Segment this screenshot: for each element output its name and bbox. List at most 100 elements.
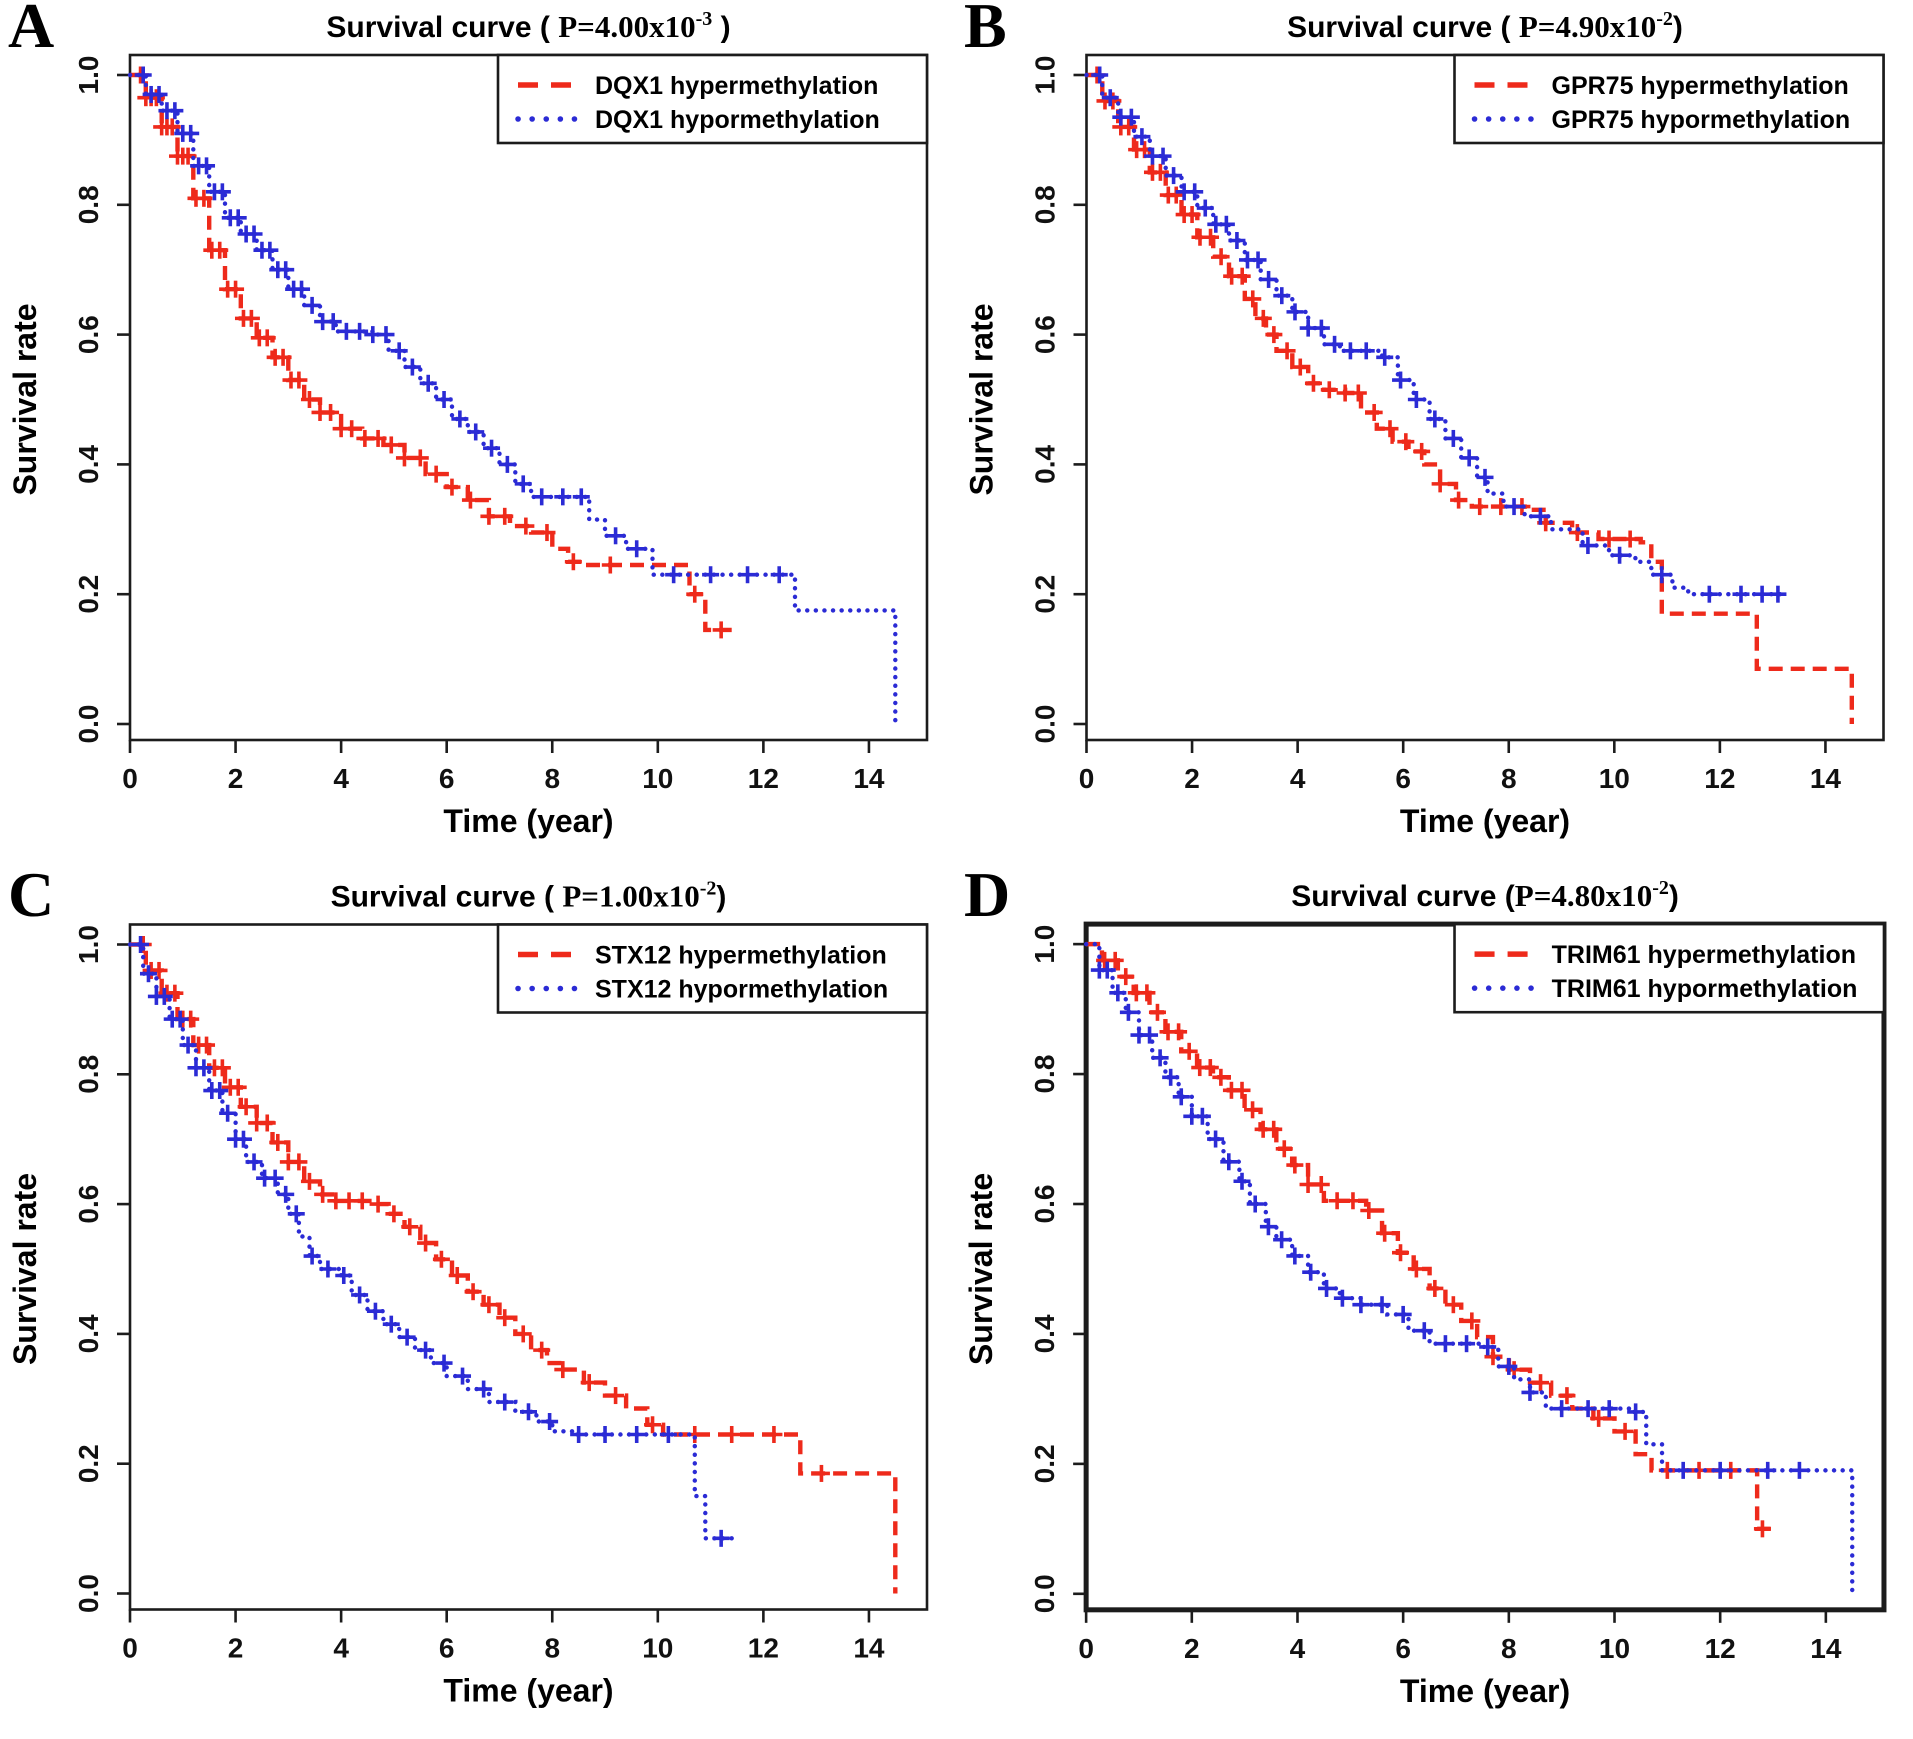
legend-label: DQX1 hypermethylation xyxy=(595,72,878,100)
plot-frame xyxy=(128,923,929,1611)
panel-letter-A: A xyxy=(8,0,55,61)
legend-box xyxy=(1453,922,1886,1014)
y-tick-label: 0.6 xyxy=(73,1185,104,1224)
x-tick-label: 4 xyxy=(1290,1633,1306,1664)
x-tick-label: 6 xyxy=(1395,1633,1411,1664)
y-tick-label: 0.2 xyxy=(1030,575,1061,614)
x-tick-label: 2 xyxy=(1184,763,1200,794)
y-tick-label: 0.0 xyxy=(73,1574,104,1613)
panel-letter-C: C xyxy=(8,859,55,930)
x-tick-label: 14 xyxy=(853,763,885,794)
y-tick-label: 0.2 xyxy=(73,1444,104,1483)
y-tick-label: 0.4 xyxy=(1029,1314,1060,1353)
x-tick-label: 6 xyxy=(1395,763,1411,794)
panel-C: C Survival curve ( P=1.00x10-2) 0 2 4 6 8 10 12… xyxy=(0,863,956,1739)
y-tick-label: 1.0 xyxy=(1030,56,1061,95)
x-tick-label: 12 xyxy=(1704,763,1735,794)
x-tick-label: 14 xyxy=(1810,763,1842,794)
x-tick-label: 14 xyxy=(1810,1633,1842,1664)
legend-label: GPR75 hypormethylation xyxy=(1552,106,1851,134)
survival-curve-dotted xyxy=(1083,941,1855,1597)
survival-curve-dashed xyxy=(130,942,898,1594)
x-tick-label: 12 xyxy=(1705,1633,1736,1664)
y-tick-label: 0.6 xyxy=(1029,1185,1060,1224)
censor-marks-dashed xyxy=(1096,951,1771,1538)
y-tick-label: 0.8 xyxy=(1030,185,1061,224)
censor-marks-dashed xyxy=(132,66,730,639)
legend-box xyxy=(496,53,929,145)
y-tick-label: 0.2 xyxy=(73,575,104,614)
y-tick-label: 0.0 xyxy=(1030,705,1061,744)
y-tick-label: 0.8 xyxy=(73,1055,104,1094)
y-axis-label: Survival rate xyxy=(964,303,1000,495)
x-tick-label: 4 xyxy=(333,1633,349,1664)
x-axis-label: Time (year) xyxy=(1400,803,1570,839)
x-tick-label: 6 xyxy=(439,1633,455,1664)
x-tick-label: 8 xyxy=(544,763,560,794)
panel-A: A Survival curve ( P=4.00x10-3 ) 0 2 4 6 8 10 1… xyxy=(0,0,956,869)
y-axis-label: Survival rate xyxy=(963,1173,999,1365)
km-plot-C: Survival curve ( P=1.00x10-2) 0 2 4 6 8 10 12 14… xyxy=(7,878,929,1709)
legend-label: TRIM61 hypormethylation xyxy=(1552,975,1858,1003)
x-tick-label: 10 xyxy=(1599,763,1630,794)
legend-label: DQX1 hypormethylation xyxy=(595,106,880,134)
plot-title: Survival curve ( P=4.90x10-2) xyxy=(1287,8,1683,44)
panel-D: D Survival curve (P=4.80x10-2) 0 2 4 6 8 10 12 1… xyxy=(956,863,1913,1739)
x-axis-label: Time (year) xyxy=(443,1673,613,1709)
censor-marks-dotted xyxy=(1090,961,1808,1479)
x-tick-label: 8 xyxy=(544,1633,560,1664)
y-axis-label: Survival rate xyxy=(7,303,43,495)
panel-B: B Survival curve ( P=4.90x10-2) 0 2 4 6 8 10 12… xyxy=(956,0,1913,869)
y-tick-label: 0.0 xyxy=(73,705,104,744)
plot-title: Survival curve ( P=4.00x10-3 ) xyxy=(326,8,730,44)
censor-marks-dotted xyxy=(132,936,730,1547)
plot-frame xyxy=(1085,53,1885,742)
y-tick-label: 0.0 xyxy=(1029,1574,1060,1613)
y-tick-label: 1.0 xyxy=(1029,925,1060,964)
x-tick-label: 12 xyxy=(748,763,779,794)
km-plot-B: Survival curve ( P=4.90x10-2) 0 2 4 6 8 10 12 14… xyxy=(964,8,1885,839)
x-tick-label: 12 xyxy=(748,1633,779,1664)
x-tick-label: 4 xyxy=(333,763,349,794)
plot-title: Survival curve ( P=1.00x10-2) xyxy=(331,878,727,914)
y-tick-label: 0.2 xyxy=(1029,1444,1060,1483)
y-tick-label: 1.0 xyxy=(73,925,104,964)
panel-letter-D: D xyxy=(964,859,1011,930)
survival-curve-dashed xyxy=(1086,72,1854,724)
legend-label: STX12 hypermethylation xyxy=(595,942,887,970)
y-tick-label: 0.4 xyxy=(1030,445,1061,484)
x-tick-label: 0 xyxy=(1078,1633,1094,1664)
plot-frame xyxy=(128,53,929,742)
x-tick-label: 4 xyxy=(1290,763,1306,794)
x-tick-label: 2 xyxy=(1184,1633,1200,1664)
legend-box xyxy=(1453,53,1885,145)
x-tick-label: 0 xyxy=(122,1633,138,1664)
x-axis-label: Time (year) xyxy=(443,803,613,839)
x-tick-label: 10 xyxy=(1599,1633,1630,1664)
y-tick-label: 0.6 xyxy=(73,315,104,354)
x-tick-label: 8 xyxy=(1501,1633,1517,1664)
censor-marks-dotted xyxy=(1091,66,1787,603)
plot-frame xyxy=(1083,921,1887,1613)
y-tick-label: 0.4 xyxy=(73,445,104,484)
plot-title: Survival curve (P=4.80x10-2) xyxy=(1291,877,1679,913)
y-tick-label: 1.0 xyxy=(73,56,104,95)
legend-label: GPR75 hypermethylation xyxy=(1552,72,1849,100)
x-tick-label: 8 xyxy=(1501,763,1517,794)
survival-curve-dashed xyxy=(1086,941,1774,1532)
survival-curve-dashed xyxy=(130,72,732,633)
legend-label: STX12 hypormethylation xyxy=(595,976,888,1004)
legend-label: TRIM61 hypermethylation xyxy=(1552,941,1856,969)
y-tick-label: 0.8 xyxy=(1029,1055,1060,1094)
x-tick-label: 14 xyxy=(853,1633,885,1664)
survival-curve-dotted xyxy=(127,72,898,727)
x-axis-label: Time (year) xyxy=(1400,1673,1570,1709)
y-tick-label: 0.4 xyxy=(73,1314,104,1353)
panel-letter-B: B xyxy=(964,0,1007,61)
x-tick-label: 10 xyxy=(642,1633,673,1664)
censor-marks-dashed xyxy=(134,936,830,1482)
legend-box xyxy=(496,923,929,1014)
y-axis-label: Survival rate xyxy=(7,1173,43,1365)
x-tick-label: 0 xyxy=(1079,763,1095,794)
